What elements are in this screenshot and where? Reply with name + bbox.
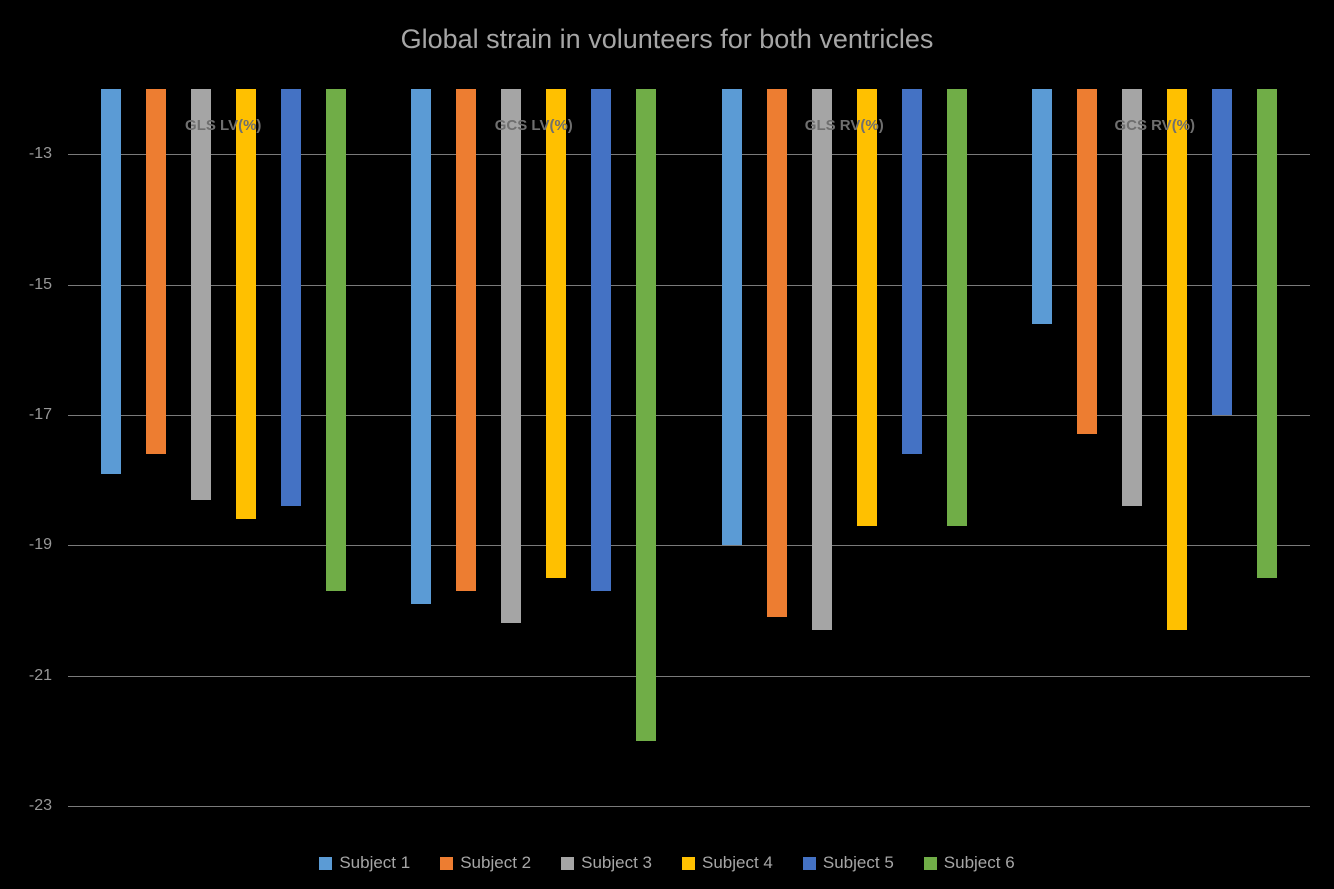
bar-subject-6: [946, 89, 967, 526]
bar-group-gls-lv-: GLS LV(%): [68, 89, 379, 806]
y-axis: -13 -15 -17 -19 -21 -23: [0, 89, 58, 814]
bar-subject-2: [145, 89, 166, 455]
bar-subject-6: [1257, 89, 1278, 578]
legend-item: Subject 4: [682, 853, 773, 873]
bar-subject-3: [190, 89, 211, 500]
bar-subject-6: [636, 89, 657, 741]
gridline: [68, 284, 1310, 286]
legend-label: Subject 5: [822, 853, 894, 872]
bar-subject-3: [1122, 89, 1143, 507]
y-axis-tick-label: -17: [28, 405, 52, 423]
bar-subject-4: [235, 89, 256, 520]
bar-subject-2: [1077, 89, 1098, 435]
bar-subject-3: [501, 89, 522, 624]
legend-item: Subject 1: [319, 853, 410, 873]
y-axis-tick-label: -19: [28, 536, 52, 554]
legend-swatch-icon: [802, 856, 816, 870]
bar-subject-5: [1212, 89, 1233, 415]
legend-swatch-icon: [561, 856, 575, 870]
bar-subject-1: [100, 89, 121, 474]
gridline: [68, 545, 1310, 547]
bar-group-gcs-lv-: GCS LV(%): [379, 89, 690, 806]
bar-subject-4: [856, 89, 877, 526]
gridline: [68, 414, 1310, 416]
bar-subject-1: [411, 89, 432, 604]
legend-label: Subject 1: [339, 853, 411, 872]
y-axis-tick-label: -23: [28, 797, 52, 814]
legend-label: Subject 6: [943, 853, 1015, 872]
legend-swatch-icon: [440, 856, 454, 870]
bar-subject-4: [546, 89, 567, 578]
legend-label: Subject 4: [702, 853, 773, 872]
bar-subject-5: [591, 89, 612, 591]
legend-item: Subject 3: [561, 853, 652, 873]
legend-item: Subject 5: [802, 853, 894, 873]
y-axis-tick-label: -21: [28, 666, 52, 684]
bar-subject-2: [456, 89, 477, 591]
legend-swatch-icon: [923, 856, 937, 870]
y-axis-tick-label: -13: [28, 145, 52, 163]
bar-subject-6: [325, 89, 346, 591]
bar-group-gls-rv-: GLS RV(%): [689, 89, 1000, 806]
bar-subject-3: [811, 89, 832, 630]
legend: Subject 1 Subject 2 Subject 3 Subject 4 Subj…: [0, 853, 1334, 873]
legend-swatch-icon: [682, 856, 695, 870]
legend-label: Subject 2: [460, 853, 532, 872]
bar-subject-1: [721, 89, 742, 546]
legend-item: Subject 6: [923, 853, 1015, 873]
bar-subject-5: [901, 89, 922, 455]
legend-label: Subject 3: [581, 853, 652, 872]
gridline: [68, 806, 1310, 807]
bar-group-gcs-rv-: GCS RV(%): [1000, 89, 1311, 806]
gridline: [68, 154, 1310, 156]
bar-subject-4: [1167, 89, 1188, 630]
chart-title: Global strain in volunteers for both ven…: [400, 24, 934, 54]
bar-subject-5: [280, 89, 301, 507]
bar-subject-1: [1032, 89, 1053, 324]
y-axis-tick-label: -15: [28, 275, 52, 293]
legend-swatch-icon: [319, 856, 333, 870]
bar-subject-2: [766, 89, 787, 617]
gridline: [68, 675, 1310, 677]
plot-area: GLS LV(%) GCS LV(%) GLS RV(%) GCS RV(%): [68, 89, 1311, 807]
legend-item: Subject 2: [440, 853, 531, 873]
